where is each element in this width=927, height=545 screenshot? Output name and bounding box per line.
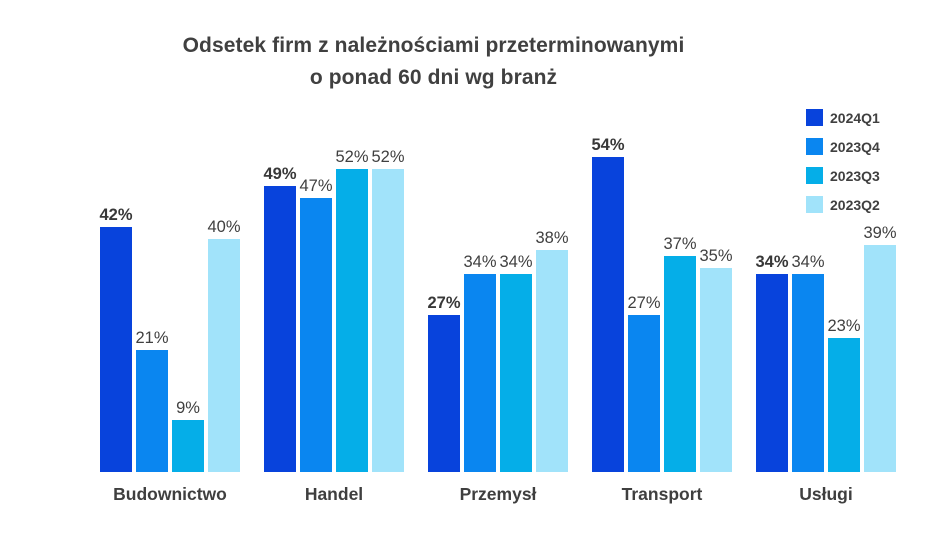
bar-slot-2023Q2: 52% [371, 147, 405, 472]
bar-slot-2024Q1: 42% [99, 205, 133, 472]
legend-swatch-icon [806, 196, 823, 213]
bar-group-transport: 54% 27% 37% 35% Transport [591, 136, 733, 505]
bar-value-label: 23% [827, 316, 861, 335]
bar-przemysł-2023Q4 [464, 274, 496, 472]
bar-value-label: 37% [663, 234, 697, 253]
bar-slot-2023Q2: 39% [863, 223, 897, 472]
bar-slot-2023Q4: 21% [135, 328, 169, 472]
bar-group-przemysł: 27% 34% 34% 38% Przemysł [427, 142, 569, 505]
bar-slot-2024Q1: 49% [263, 164, 297, 472]
legend-label: 2024Q1 [830, 109, 880, 126]
legend-swatch-icon [806, 167, 823, 184]
bar-usługi-2023Q3 [828, 338, 860, 472]
legend-item-2023Q3: 2023Q3 [806, 167, 880, 184]
bar-slot-2023Q3: 52% [335, 147, 369, 472]
bars-row: 42% 21% 9% 40% [99, 142, 241, 472]
bar-usługi-2024Q1 [756, 274, 788, 472]
bar-group-budownictwo: 42% 21% 9% 40% Budownictwo [99, 142, 241, 505]
bar-slot-2023Q2: 35% [699, 246, 733, 472]
bar-value-label: 42% [99, 205, 133, 224]
legend-label: 2023Q3 [830, 167, 880, 184]
bar-budownictwo-2023Q4 [136, 350, 168, 472]
bar-transport-2023Q4 [628, 315, 660, 472]
legend-label: 2023Q2 [830, 196, 880, 213]
bar-transport-2024Q1 [592, 157, 624, 472]
bar-value-label: 35% [699, 246, 733, 265]
bar-budownictwo-2024Q1 [100, 227, 132, 472]
bar-slot-2024Q1: 27% [427, 293, 461, 472]
bars-row: 49% 47% 52% 52% [263, 142, 405, 472]
bars-row: 34% 34% 23% 39% [755, 142, 897, 472]
legend-label: 2023Q4 [830, 138, 880, 155]
bar-przemysł-2024Q1 [428, 315, 460, 472]
bar-slot-2023Q3: 9% [172, 398, 204, 472]
bar-handel-2024Q1 [264, 186, 296, 472]
category-label-handel: Handel [304, 484, 364, 504]
bar-slot-2023Q3: 34% [499, 252, 533, 472]
legend-swatch-icon [806, 109, 823, 126]
bar-slot-2024Q1: 34% [755, 252, 789, 472]
bar-slot-2024Q1: 54% [591, 135, 625, 472]
bar-value-label: 54% [591, 135, 625, 154]
bar-value-label: 40% [207, 217, 241, 236]
chart-title-line1: Odsetek firm z należnościami przetermino… [182, 34, 685, 57]
bar-slot-2023Q2: 38% [535, 228, 569, 472]
legend-item-2023Q2: 2023Q2 [806, 196, 880, 213]
bar-group-usługi: 34% 34% 23% 39% Usługi [755, 142, 897, 505]
bar-slot-2023Q4: 47% [299, 176, 333, 472]
bars-row: 27% 34% 34% 38% [427, 142, 569, 472]
bar-przemysł-2023Q3 [500, 274, 532, 472]
bar-group-handel: 49% 47% 52% 52% Handel [263, 142, 405, 505]
bar-slot-2023Q4: 34% [791, 252, 825, 472]
bar-handel-2023Q3 [336, 169, 368, 472]
bar-value-label: 34% [463, 252, 497, 271]
bar-value-label: 34% [755, 252, 789, 271]
bar-usługi-2023Q2 [864, 245, 896, 472]
category-label-transport: Transport [621, 484, 703, 504]
category-label-usługi: Usługi [799, 484, 853, 504]
bar-przemysł-2023Q2 [536, 250, 568, 472]
bar-value-label: 49% [263, 164, 297, 183]
category-label-budownictwo: Budownictwo [113, 484, 227, 504]
bar-transport-2023Q2 [700, 268, 732, 472]
category-label-przemysł: Przemysł [459, 484, 537, 504]
bar-value-label: 21% [135, 328, 169, 347]
bar-budownictwo-2023Q3 [172, 420, 204, 472]
legend-item-2023Q4: 2023Q4 [806, 138, 880, 155]
bar-value-label: 52% [335, 147, 369, 166]
bar-budownictwo-2023Q2 [208, 239, 240, 472]
plot-area: 42% 21% 9% 40% Budownictwo 49% 47% 52% 52% Handel… [99, 136, 897, 505]
legend-swatch-icon [806, 138, 823, 155]
legend: 2024Q1 2023Q4 2023Q3 2023Q2 [806, 109, 880, 225]
bar-slot-2023Q4: 34% [463, 252, 497, 472]
bar-value-label: 34% [499, 252, 533, 271]
legend-item-2024Q1: 2024Q1 [806, 109, 880, 126]
bar-value-label: 9% [176, 398, 200, 417]
bar-value-label: 38% [535, 228, 569, 247]
bar-handel-2023Q4 [300, 198, 332, 472]
bars-row: 54% 27% 37% 35% [591, 136, 733, 472]
bar-usługi-2023Q4 [792, 274, 824, 472]
bar-value-label: 47% [299, 176, 333, 195]
bar-slot-2023Q2: 40% [207, 217, 241, 472]
bar-value-label: 27% [427, 293, 461, 312]
bar-value-label: 39% [863, 223, 897, 242]
bar-slot-2023Q4: 27% [627, 293, 661, 472]
bar-handel-2023Q2 [372, 169, 404, 472]
chart-title-line2: o ponad 60 dni wg branż [309, 65, 558, 89]
bar-value-label: 52% [371, 147, 405, 166]
bar-slot-2023Q3: 23% [827, 316, 861, 472]
bar-slot-2023Q3: 37% [663, 234, 697, 472]
chart-title: Odsetek firm z należnościami przetermino… [0, 30, 867, 94]
bar-value-label: 27% [627, 293, 661, 312]
bar-value-label: 34% [791, 252, 825, 271]
bar-transport-2023Q3 [664, 256, 696, 472]
